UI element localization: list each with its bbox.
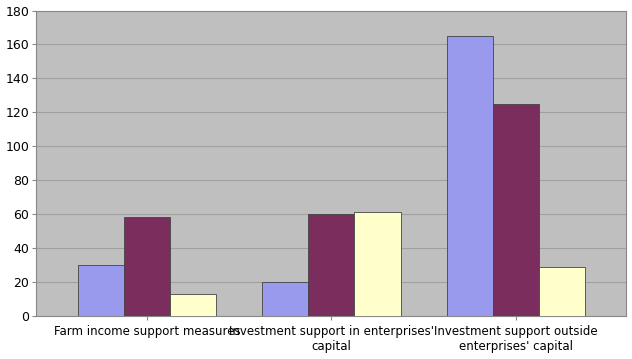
Bar <box>539 266 585 316</box>
Bar <box>262 282 308 316</box>
Bar <box>493 104 539 316</box>
Bar <box>78 265 124 316</box>
Bar <box>170 294 216 316</box>
Bar <box>124 218 170 316</box>
Bar <box>355 212 401 316</box>
Bar <box>447 36 493 316</box>
Bar <box>308 214 355 316</box>
